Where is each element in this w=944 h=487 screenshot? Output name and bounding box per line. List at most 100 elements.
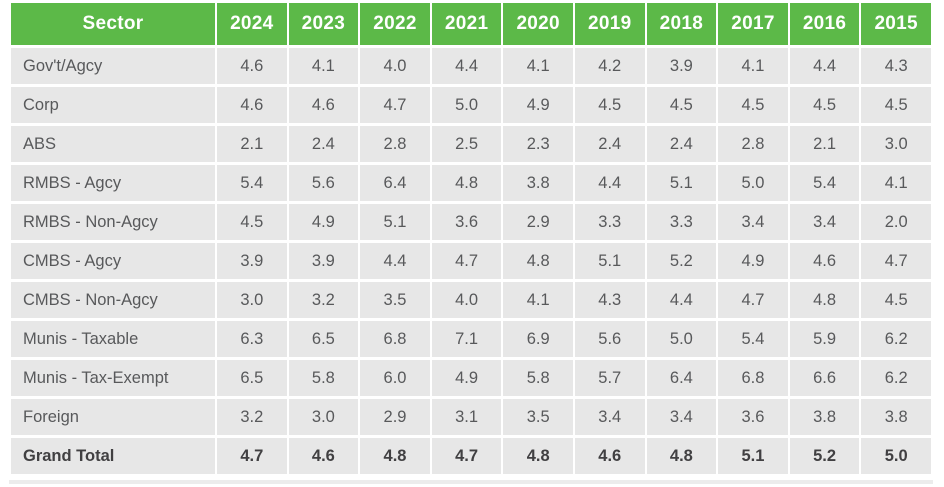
table-row: CMBS - Non-Agcy 3.0 3.2 3.5 4.0 4.1 4.3 4.4 4.7 4… [11, 282, 931, 318]
value-cell: 4.6 [288, 438, 359, 474]
value-cell: 2.8 [718, 126, 788, 162]
value-cell: 5.1 [646, 165, 717, 201]
value-cell: 3.3 [574, 204, 645, 240]
value-cell: 3.0 [217, 282, 287, 318]
value-cell: 4.5 [789, 87, 860, 123]
value-cell: 4.9 [718, 243, 788, 279]
year-column-header: 2021 [431, 3, 502, 45]
table-row: CMBS - Agcy 3.9 3.9 4.4 4.7 4.8 5.1 5.2 4.9 4.6 4.… [11, 243, 931, 279]
value-cell: 2.9 [360, 399, 430, 435]
sector-cell: ABS [11, 126, 215, 162]
value-cell: 6.4 [646, 360, 717, 396]
value-cell: 4.7 [431, 243, 502, 279]
year-column-header: 2017 [718, 3, 788, 45]
value-cell: 4.5 [574, 87, 645, 123]
value-cell: 4.1 [288, 48, 359, 84]
table-header: Sector 2024 2023 2022 2021 2020 2019 2018 2017 20… [11, 3, 931, 45]
value-cell: 6.6 [789, 360, 860, 396]
value-cell: 3.5 [360, 282, 430, 318]
value-cell: 4.1 [718, 48, 788, 84]
value-cell: 4.4 [789, 48, 860, 84]
value-cell: 5.2 [789, 438, 860, 474]
value-cell: 3.6 [431, 204, 502, 240]
value-cell: 4.1 [503, 48, 573, 84]
value-cell: 4.6 [217, 48, 287, 84]
value-cell: 3.1 [431, 399, 502, 435]
value-cell: 3.0 [861, 126, 931, 162]
value-cell: 4.3 [861, 48, 931, 84]
table-row: Munis - Tax-Exempt 6.5 5.8 6.0 4.9 5.8 5.7 6.4 6… [11, 360, 931, 396]
value-cell: 3.9 [288, 243, 359, 279]
sector-returns-table: Sector 2024 2023 2022 2021 2020 2019 2018 2017 20… [9, 0, 933, 477]
value-cell: 2.8 [360, 126, 430, 162]
value-cell: 6.5 [288, 321, 359, 357]
value-cell: 3.4 [646, 399, 717, 435]
value-cell: 4.9 [288, 204, 359, 240]
value-cell: 5.6 [574, 321, 645, 357]
value-cell: 5.4 [789, 165, 860, 201]
year-column-header: 2018 [646, 3, 717, 45]
value-cell: 5.1 [574, 243, 645, 279]
value-cell: 4.6 [574, 438, 645, 474]
year-column-header: 2019 [574, 3, 645, 45]
value-cell: 4.6 [217, 87, 287, 123]
value-cell: 4.6 [789, 243, 860, 279]
value-cell: 5.1 [360, 204, 430, 240]
table-bottom-edge [9, 480, 933, 484]
table-row: Gov't/Agcy 4.6 4.1 4.0 4.4 4.1 4.2 3.9 4.1 4.4 4.3 [11, 48, 931, 84]
sector-cell: Grand Total [11, 438, 215, 474]
value-cell: 5.1 [718, 438, 788, 474]
value-cell: 4.7 [861, 243, 931, 279]
value-cell: 4.8 [503, 243, 573, 279]
value-cell: 3.4 [718, 204, 788, 240]
value-cell: 3.8 [789, 399, 860, 435]
value-cell: 5.7 [574, 360, 645, 396]
value-cell: 4.4 [574, 165, 645, 201]
value-cell: 4.5 [718, 87, 788, 123]
value-cell: 5.0 [861, 438, 931, 474]
value-cell: 4.0 [431, 282, 502, 318]
value-cell: 4.5 [217, 204, 287, 240]
table-row: ABS 2.1 2.4 2.8 2.5 2.3 2.4 2.4 2.8 2.1 3.0 [11, 126, 931, 162]
value-cell: 3.2 [288, 282, 359, 318]
table-row: Corp 4.6 4.6 4.7 5.0 4.9 4.5 4.5 4.5 4.5 4.5 [11, 87, 931, 123]
value-cell: 2.4 [646, 126, 717, 162]
value-cell: 3.8 [503, 165, 573, 201]
sector-column-header: Sector [11, 3, 215, 45]
value-cell: 4.1 [861, 165, 931, 201]
value-cell: 5.4 [718, 321, 788, 357]
value-cell: 4.4 [431, 48, 502, 84]
sector-cell: CMBS - Agcy [11, 243, 215, 279]
value-cell: 2.1 [217, 126, 287, 162]
value-cell: 4.7 [217, 438, 287, 474]
value-cell: 4.3 [574, 282, 645, 318]
value-cell: 4.1 [503, 282, 573, 318]
value-cell: 4.6 [288, 87, 359, 123]
sector-cell: Gov't/Agcy [11, 48, 215, 84]
value-cell: 6.0 [360, 360, 430, 396]
value-cell: 6.8 [718, 360, 788, 396]
value-cell: 4.4 [646, 282, 717, 318]
value-cell: 6.2 [861, 360, 931, 396]
table-row: Foreign 3.2 3.0 2.9 3.1 3.5 3.4 3.4 3.6 3.8 3.8 [11, 399, 931, 435]
value-cell: 4.5 [861, 282, 931, 318]
grand-total-row: Grand Total 4.7 4.6 4.8 4.7 4.8 4.6 4.8 5.1 5.2 5.… [11, 438, 931, 474]
sector-cell: CMBS - Non-Agcy [11, 282, 215, 318]
year-column-header: 2024 [217, 3, 287, 45]
value-cell: 3.3 [646, 204, 717, 240]
year-column-header: 2016 [789, 3, 860, 45]
value-cell: 5.0 [718, 165, 788, 201]
value-cell: 4.7 [431, 438, 502, 474]
sector-cell: RMBS - Agcy [11, 165, 215, 201]
value-cell: 5.8 [503, 360, 573, 396]
value-cell: 3.8 [861, 399, 931, 435]
value-cell: 4.9 [503, 87, 573, 123]
value-cell: 5.6 [288, 165, 359, 201]
value-cell: 4.7 [718, 282, 788, 318]
value-cell: 6.8 [360, 321, 430, 357]
year-column-header: 2022 [360, 3, 430, 45]
value-cell: 4.8 [431, 165, 502, 201]
value-cell: 2.5 [431, 126, 502, 162]
value-cell: 6.5 [217, 360, 287, 396]
